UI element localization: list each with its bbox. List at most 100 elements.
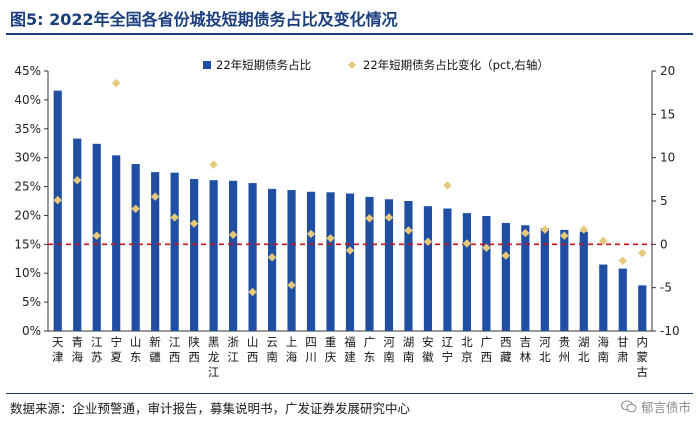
axes: 0% 5% 10% 15% 20% 25% 30% 35% 40% 45% -10 -5 0 5 10 15 2… (14, 64, 679, 338)
bar (365, 196, 374, 331)
legend-bar-swatch (203, 61, 211, 69)
diamond-point (521, 228, 530, 238)
bar (404, 201, 413, 331)
bar (248, 183, 257, 331)
category-label: 甘肃 (617, 335, 629, 364)
category-label: 湖北 (578, 335, 590, 364)
diamond-point (189, 219, 199, 228)
category-label: 黑龙江 (208, 335, 220, 379)
watermark: 郁言债市 (620, 397, 691, 416)
left-tick-label: 40% (14, 93, 41, 107)
category-label: 陕西 (188, 335, 200, 364)
category-label: 西藏 (500, 335, 512, 364)
diamond-point (267, 253, 277, 262)
right-tick-label: 0 (660, 237, 668, 251)
right-tick-label: 10 (660, 151, 675, 165)
category-label: 海南 (598, 335, 610, 364)
category-label: 广西 (481, 335, 493, 364)
bar (462, 213, 471, 331)
right-tick-label: 5 (660, 194, 668, 208)
title-bar: 图5: 2022年全国各省份城投短期债务占比及变化情况 (0, 0, 699, 35)
left-tick-label: 35% (14, 122, 41, 136)
category-label: 北京 (461, 335, 473, 364)
left-tick-label: 25% (14, 180, 41, 194)
bar (287, 190, 296, 331)
left-tick-label: 10% (14, 266, 41, 280)
diamond-series (53, 78, 647, 297)
watermark-text: 郁言债市 (640, 400, 691, 415)
legend: 22年短期债务占比 22年短期债务占比变化（pct,右轴） (203, 58, 549, 72)
bar (560, 229, 569, 331)
diamond-point (501, 251, 511, 260)
category-label: 湖南 (403, 335, 415, 364)
left-tick-label: 45% (14, 64, 41, 78)
bar (521, 225, 530, 331)
diamond-point (53, 195, 62, 205)
right-tick-label: -5 (660, 281, 672, 295)
bar (443, 208, 452, 331)
bar (540, 228, 549, 331)
diamond-point (228, 230, 238, 239)
diamond-point (150, 192, 160, 201)
left-tick-label: 30% (14, 151, 41, 165)
category-label: 山西 (247, 335, 259, 364)
category-label: 江西 (169, 335, 181, 364)
diamond-point (384, 213, 394, 222)
bar (229, 180, 238, 331)
category-label: 安徽 (422, 335, 434, 364)
bar (345, 193, 355, 331)
bar-series (53, 90, 647, 331)
category-label: 云南 (266, 335, 278, 364)
wechat-icon (620, 400, 637, 413)
category-label: 四川 (305, 335, 317, 364)
diamond-point (579, 225, 589, 234)
legend-diamond-label: 22年短期债务占比变化（pct,右轴） (363, 58, 549, 72)
category-label: 广东 (364, 335, 376, 364)
category-labels: 天津青海江苏宁夏山东新疆江西陕西黑龙江浙江山西云南上海四川重庆福建广东河南湖南安… (52, 335, 648, 379)
diamond-point (248, 287, 257, 297)
bar (209, 180, 218, 331)
diamond-point (599, 236, 608, 246)
category-label: 青海 (71, 335, 83, 364)
category-label: 山东 (130, 335, 142, 364)
chart: 0% 5% 10% 15% 20% 25% 30% 35% 40% 45% -10 -5 0 5 10 15 2… (14, 58, 679, 379)
title-divider (6, 33, 693, 35)
bar (482, 216, 491, 331)
figure-title: 图5: 2022年全国各省份城投短期债务占比及变化情况 (10, 10, 398, 29)
diamond-point (423, 237, 433, 246)
diamond-point (209, 160, 218, 169)
bar (131, 164, 140, 331)
bar (170, 172, 179, 331)
diamond-point (131, 204, 140, 213)
bar (73, 138, 82, 331)
diamond-point (443, 181, 452, 190)
diamond-point (306, 229, 316, 239)
footer-divider (6, 393, 693, 394)
diamond-point (638, 248, 647, 258)
right-tick-label: -10 (660, 324, 680, 338)
diamond-point (618, 256, 627, 265)
bar (326, 192, 335, 331)
bar (151, 172, 160, 331)
bar (190, 179, 199, 331)
diamond-point (287, 280, 296, 290)
diamond-point (326, 234, 335, 243)
bar (599, 264, 608, 331)
bar (579, 231, 588, 331)
category-label: 吉林 (520, 335, 532, 364)
source-note: 数据来源：企业预警通，审计报告，募集说明书，广发证券发展研究中心 (10, 401, 411, 416)
right-tick-label: 15 (660, 107, 675, 121)
category-label: 河南 (383, 335, 395, 364)
diamond-point (404, 226, 413, 235)
category-label: 浙江 (227, 335, 239, 364)
diamond-point (73, 176, 82, 185)
bar (384, 199, 394, 331)
category-label: 天津 (52, 335, 64, 364)
category-label: 贵州 (559, 335, 571, 364)
diamond-point (92, 231, 101, 240)
category-label: 内蒙古 (637, 335, 649, 379)
diamond-point (560, 231, 569, 240)
left-tick-label: 15% (14, 237, 41, 251)
bar (423, 206, 433, 331)
diamond-point (111, 78, 121, 88)
